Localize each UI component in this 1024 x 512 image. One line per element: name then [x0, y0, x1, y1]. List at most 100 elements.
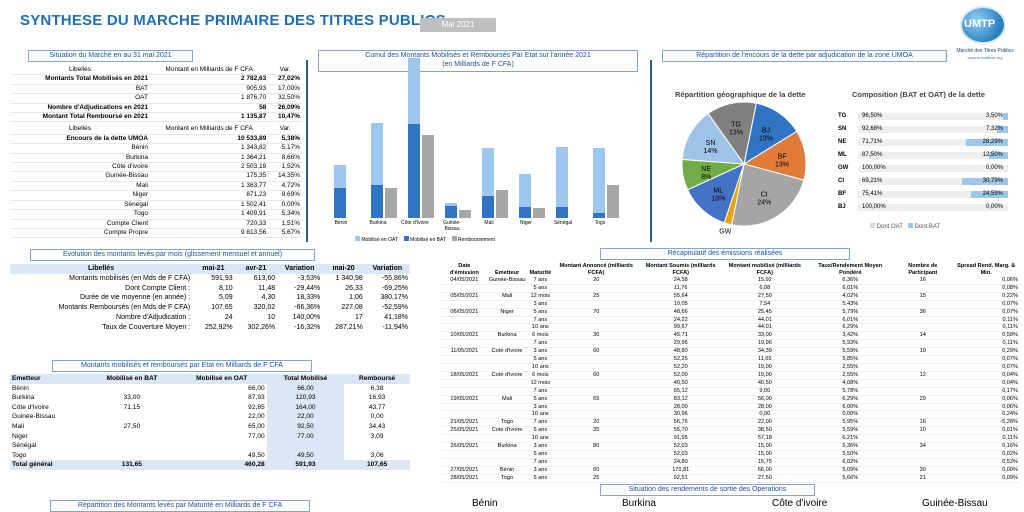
table-cell: 11,48 [258, 284, 276, 292]
table-cell: 5 ans [527, 308, 554, 317]
table-cell: 0,07% [952, 300, 1020, 309]
table-cell: 32,50% [268, 93, 302, 104]
table-cell: -5,28% [952, 418, 1020, 428]
table-cell: 8,10 [219, 284, 233, 292]
table-cell: 720,33 [150, 219, 269, 229]
table-header: Emetteur Mobilisé en BAT Mobilisé en OAT To… [10, 374, 410, 384]
table-row: 27/05/2021 Bénin 3 ans 60 170,81 66,00 5,09% 30… [442, 466, 1020, 475]
table-cell: 24,80 [639, 458, 723, 467]
x-tick-label: Côte d'Ivoire [401, 220, 429, 226]
table-row: Montant Total Remboursé en 2021 1 135,87 1… [10, 112, 302, 123]
table-cell: mai-21 [192, 264, 235, 274]
table-cell: 0,06% [952, 403, 1020, 412]
table-cell: 0,04% [952, 379, 1020, 388]
table-cell [486, 450, 528, 459]
table-cell: 0,00 [370, 413, 384, 421]
table-cell: 11,65 [722, 355, 808, 364]
country-label: Guinée-Bissau [922, 498, 988, 509]
comp-country: SN [838, 126, 847, 132]
table-cell: 60 [553, 347, 640, 357]
table-cell [893, 450, 953, 459]
bar-oat [408, 58, 420, 124]
table-cell: 16 [893, 277, 953, 285]
table-cell [893, 316, 953, 325]
table-cell: 7,54 [722, 300, 808, 309]
legend-remb-swatch [451, 236, 457, 241]
table-cell: 45,71 [639, 331, 723, 341]
logo-globe-icon [960, 6, 1006, 44]
table-cell: Sénégal [12, 442, 37, 450]
country-label: Bénin [472, 498, 498, 509]
table-cell [486, 434, 528, 444]
table-cell: Bénin [486, 466, 528, 475]
table-row: 26/05/2021 Burkina 3 ans 80 52,03 15,00 5,36% 3… [442, 442, 1020, 451]
table-cell: Compte Propre [10, 228, 150, 239]
table-cell: Togo [12, 451, 27, 459]
table-cell: 19,00 [722, 371, 808, 380]
cumul-chart: Bénin Burkina Côte d'Ivoire Guinée-Bissau Ma… [330, 58, 630, 238]
table-cell: 55,64 [639, 292, 723, 301]
table-cell: 18/05/2021 [442, 371, 487, 380]
table-cell: 38,50 [722, 426, 808, 436]
table-cell: Côte d'ivoire [10, 162, 150, 173]
bar-remboursement [459, 209, 471, 218]
comp-bat-value: 3,50% [985, 113, 1003, 119]
table-cell: 0,06% [952, 395, 1020, 404]
table-cell: 107,65 [344, 460, 410, 470]
comp-bar-bat [989, 152, 1008, 159]
table-cell: 52,03 [639, 442, 723, 451]
table-cell: 10 [267, 313, 276, 321]
composition-row: GW 100,00% 0,00% [838, 164, 1013, 173]
table-cell: 591,93 [211, 274, 233, 282]
table-cell: 66,00 [248, 384, 265, 392]
table-cell: 6,01% [807, 284, 894, 293]
table-row: BAT 905,93 17,00% [10, 84, 302, 95]
table-cell: 1 502,41 [150, 200, 269, 211]
table-cell: 1,51% [268, 219, 302, 229]
table-cell: 0,24% [952, 410, 1020, 420]
table-cell: 40,50 [722, 379, 808, 388]
table-cell: 1 340,98 [335, 274, 363, 282]
table-cell: 120,93 [266, 393, 345, 403]
table-cell: 10/05/2021 [442, 331, 487, 341]
table-cell: 92,50 [266, 421, 345, 432]
bar-remboursement [422, 134, 434, 218]
table-cell: 140,00% [292, 313, 321, 321]
table-cell: 15 [893, 292, 953, 301]
bar-bat [482, 196, 494, 218]
comp-country: CI [838, 178, 844, 184]
table-cell: 6,29% [807, 395, 894, 404]
table-cell [442, 403, 487, 412]
table-cell: 48,66 [639, 308, 723, 317]
table-header-cell: Montant Soumis (milliards FCFA) [645, 263, 716, 276]
comp-oat-value: 100,00% [862, 204, 886, 210]
composition-chart: TG 96,50% 3,50% SN 92,68% 7,32% NE 71,71% 28,29%… [838, 112, 1013, 222]
table-cell [893, 363, 953, 372]
table-cell [486, 316, 528, 325]
table-cell: 0,04% [952, 371, 1020, 380]
table-cell: Emetteur [10, 374, 88, 384]
table-cell: 56,00 [722, 395, 808, 404]
logo-url: www.umoatitres.org [967, 55, 1003, 60]
table-cell: 36 [893, 308, 953, 317]
table-cell: -69,25% [381, 284, 408, 292]
table-cell: -66,36% [294, 304, 321, 312]
table-cell: Nombre d'Adjudications en 2021 [10, 103, 150, 114]
table-cell: 302,26% [247, 323, 276, 331]
table-cell: 0,08% [952, 284, 1020, 293]
table-row: Compte Client 720,33 1,51% [10, 219, 302, 229]
table-cell [893, 387, 953, 396]
table-cell: 8,66% [268, 153, 302, 164]
table-cell: Remboursé [344, 374, 410, 384]
table-row: 19/05/2021 Mali 5 ans 65 83,12 56,00 6,29% 29 0,… [442, 395, 1020, 404]
table-cell: 0,00% [807, 410, 894, 420]
table-cell: 40,50 [639, 379, 723, 388]
table-cell: 0,00% [268, 200, 302, 211]
comp-bat-value: 24,59% [982, 191, 1003, 197]
table-cell: 05/05/2021 [442, 292, 487, 301]
table-cell: 92,51 [639, 474, 723, 483]
x-tick-label: Guinée-Bissau [443, 220, 461, 232]
table-cell [486, 363, 528, 372]
table-cell [553, 323, 640, 333]
